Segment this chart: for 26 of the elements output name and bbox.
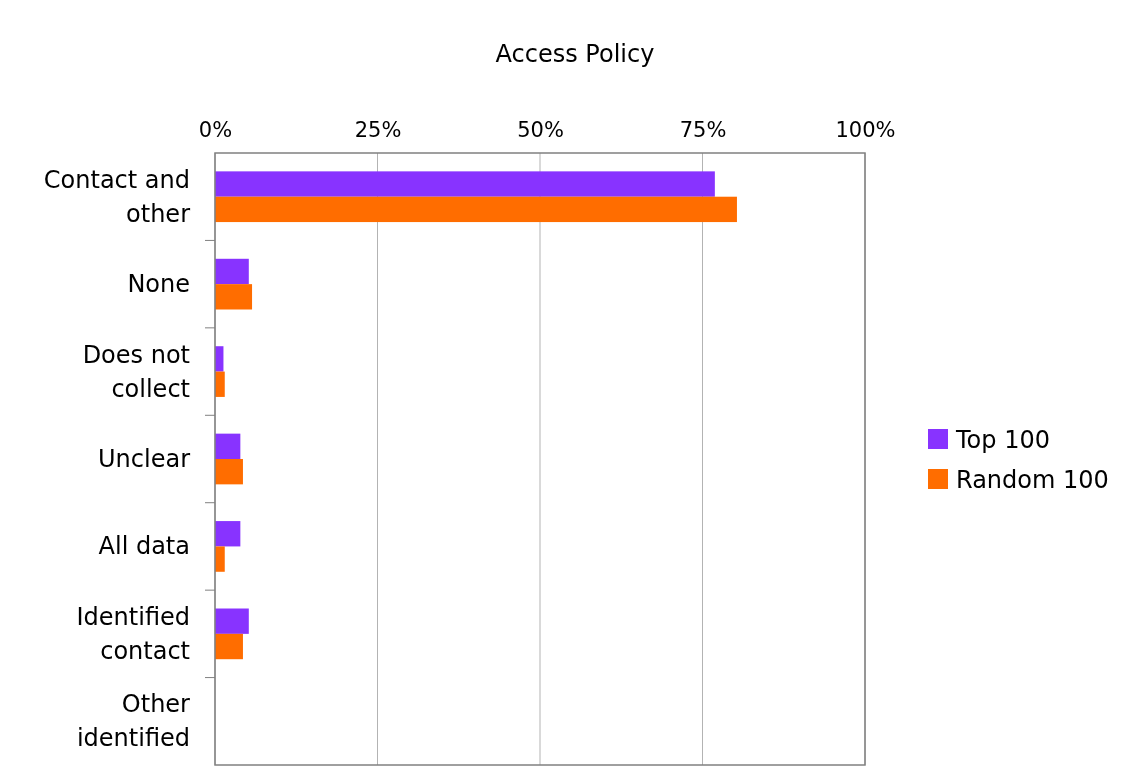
legend-label: Random 100 [956,466,1109,494]
x-tick-label: 50% [517,118,564,142]
legend-label: Top 100 [955,426,1050,454]
bar [215,284,253,310]
bar [215,546,225,572]
x-tick-label: 75% [679,118,727,142]
bar [215,633,243,660]
y-tick-label: Unclear [98,445,191,473]
bar [215,258,249,285]
chart-title: Access Policy [495,40,655,68]
y-tick-label: Other identified [76,690,191,753]
bar [215,433,241,459]
bar [215,171,715,197]
bar [215,371,225,397]
x-tick-label: 0% [198,118,233,142]
y-tick-label: All data [98,532,190,561]
bar [215,521,241,547]
y-tick-label: Identified contact [76,602,190,665]
bar [215,459,243,485]
x-tick-label: 100% [835,118,896,142]
y-tick-label: Contact and other [43,165,191,228]
y-tick-label: Does not collect [82,340,190,403]
bar [215,196,737,223]
x-tick-label: 25% [354,118,402,142]
bar [215,608,249,634]
y-tick-label: None [127,270,190,299]
